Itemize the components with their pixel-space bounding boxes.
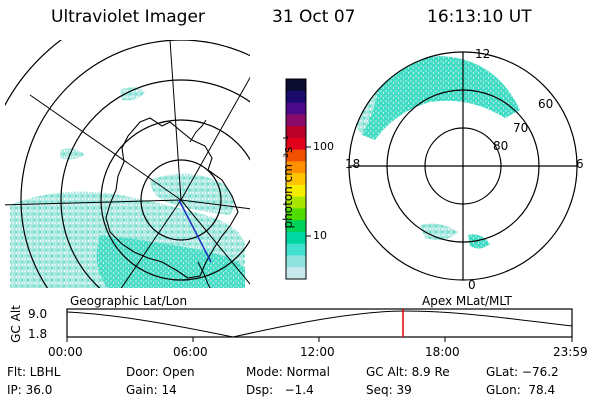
color-bar <box>285 78 307 280</box>
alt-tick-1-8: 1.8 <box>28 327 48 341</box>
mlat-label-60: 60 <box>538 97 554 111</box>
image-date: 31 Oct 07 <box>272 7 356 27</box>
colorbar-segment <box>286 196 306 210</box>
info-glon: GLon: 78.4 <box>486 383 556 397</box>
colorbar-segment <box>286 137 306 151</box>
colorbar-segment <box>286 267 306 280</box>
colorbar-segment <box>286 149 306 162</box>
altitude-plot <box>66 308 573 342</box>
info-ip: IP: 36.0 <box>7 383 53 397</box>
latitude-circles <box>5 40 250 288</box>
info-flt: Flt: LBHL <box>7 365 61 379</box>
alt-tick-9: 9.0 <box>28 307 48 321</box>
subsatellite-track <box>178 199 212 263</box>
apex-caption: Apex MLat/MLT <box>422 294 512 308</box>
colorbar-unit-label: photon cm⁻²s⁻¹ <box>281 135 295 229</box>
info-gc-alt: GC Alt: 8.9 Re <box>366 365 450 379</box>
colorbar-segment <box>286 231 306 245</box>
info-gain: Gain: 14 <box>126 383 177 397</box>
colorbar-tick-10: 10 <box>313 229 327 242</box>
time-tick-0600: 06:00 <box>173 345 208 359</box>
colorbar-segment <box>286 208 306 221</box>
time-tick-0000: 00:00 <box>48 345 83 359</box>
colorbar-segment <box>286 243 306 257</box>
mlt-label-0: 0 <box>468 278 476 292</box>
colorbar-segment <box>286 126 306 139</box>
colorbar-segment <box>286 220 306 233</box>
geographic-caption: Geographic Lat/Lon <box>70 294 188 308</box>
time-tick-1800: 18:00 <box>425 345 460 359</box>
colorbar-tick-100: 100 <box>313 140 334 153</box>
meridian-lines <box>5 40 250 288</box>
info-dsp: Dsp: −1.4 <box>246 383 314 397</box>
magnetic-polar-plot <box>348 51 578 281</box>
info-door: Door: Open <box>126 365 195 379</box>
imager-title: Ultraviolet Imager <box>51 7 205 27</box>
mlt-label-6: 6 <box>576 157 584 171</box>
coastline <box>105 117 239 279</box>
mlt-label-12: 12 <box>475 47 491 61</box>
colorbar-segment <box>286 114 306 127</box>
image-time: 16:13:10 UT <box>427 7 532 27</box>
geographic-map <box>5 40 250 288</box>
colorbar-segment <box>286 161 306 174</box>
info-glat: GLat: −76.2 <box>486 365 559 379</box>
gc-alt-axis-label: GC Alt <box>9 305 23 343</box>
colorbar-segment <box>286 255 306 268</box>
colorbar-segment <box>286 173 306 186</box>
info-mode: Mode: Normal <box>246 365 330 379</box>
colorbar-segment <box>286 79 306 92</box>
mlat-label-80: 80 <box>493 139 509 153</box>
colorbar-ticks <box>306 146 311 237</box>
time-tick-2359: 23:59 <box>553 345 588 359</box>
time-tick-1200: 12:00 <box>300 345 335 359</box>
colorbar-segment <box>286 90 306 104</box>
mlat-label-70: 70 <box>513 121 529 135</box>
info-seq: Seq: 39 <box>366 383 412 397</box>
colorbar-segment <box>286 184 306 198</box>
mlt-label-18: 18 <box>345 157 361 171</box>
colorbar-segment <box>286 102 306 115</box>
